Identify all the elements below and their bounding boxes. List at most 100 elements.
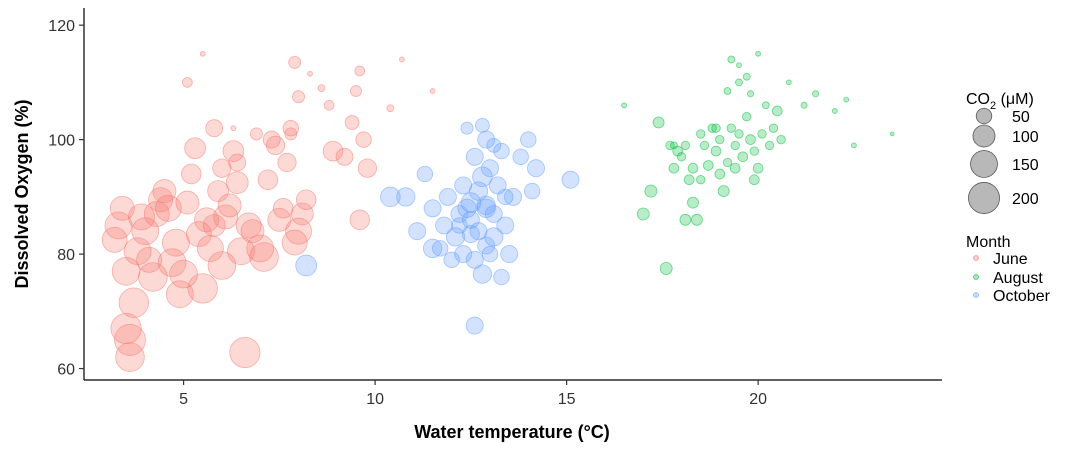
point-june	[228, 153, 247, 172]
color-legend-key-june	[973, 255, 979, 261]
point-october	[461, 225, 480, 244]
size-legend: CO2 (μM) 50 100 150 200	[966, 91, 1039, 214]
color-legend-key-august	[973, 274, 979, 280]
point-october	[438, 187, 457, 206]
point-august	[831, 108, 838, 114]
size-legend-label: 150	[1012, 157, 1039, 174]
point-october	[295, 254, 318, 277]
point-june	[152, 179, 177, 204]
point-june	[288, 55, 302, 69]
point-october	[465, 316, 484, 335]
point-august	[749, 146, 759, 156]
point-june	[429, 88, 436, 94]
point-august	[659, 261, 673, 275]
point-august	[696, 175, 706, 185]
point-june	[323, 99, 335, 111]
color-legend-label-august: August	[993, 270, 1043, 287]
point-august	[748, 174, 760, 186]
point-august	[715, 134, 725, 145]
point-august	[699, 140, 710, 151]
point-june	[205, 119, 224, 138]
point-october	[486, 138, 502, 153]
x-axis-ticks: 5 10 15 20	[179, 380, 767, 408]
point-june	[290, 202, 314, 226]
point-june	[225, 171, 249, 195]
color-legend-key-october	[973, 292, 979, 298]
point-october	[493, 268, 510, 286]
size-legend-label: 200	[1012, 191, 1039, 208]
point-august	[680, 140, 691, 151]
point-october	[484, 205, 503, 223]
color-legend-label-october: October	[993, 288, 1051, 305]
point-august	[711, 123, 721, 133]
point-october	[527, 159, 545, 178]
point-june	[229, 336, 261, 369]
y-tick-label: 60	[57, 362, 75, 379]
point-august	[742, 112, 752, 122]
point-june	[230, 125, 237, 132]
y-axis-title: Dissolved Oxygen (%)	[12, 99, 32, 288]
point-august	[768, 123, 779, 133]
point-june	[335, 147, 354, 166]
point-august	[785, 79, 792, 86]
point-june	[118, 287, 149, 318]
point-october	[408, 222, 427, 241]
point-october	[435, 216, 454, 235]
point-june	[115, 342, 145, 372]
y-axis-ticks: 60 80 100 120	[48, 18, 84, 379]
point-june	[281, 229, 308, 256]
point-august	[644, 184, 658, 198]
point-august	[764, 140, 775, 151]
point-august	[752, 162, 764, 174]
point-august	[722, 157, 733, 168]
point-august	[702, 160, 714, 171]
point-june	[185, 221, 212, 248]
point-october	[477, 236, 496, 255]
point-august	[843, 96, 850, 103]
size-legend-key	[968, 182, 1000, 214]
point-june	[169, 259, 198, 289]
point-june	[184, 137, 206, 160]
point-june	[196, 234, 224, 262]
point-june	[207, 180, 229, 202]
point-august	[636, 207, 650, 221]
y-tick-label: 100	[48, 133, 75, 150]
point-june	[284, 127, 298, 141]
point-october	[457, 198, 477, 218]
point-october	[472, 264, 492, 284]
point-august	[851, 142, 857, 149]
point-october	[496, 216, 515, 235]
point-june	[109, 195, 135, 221]
point-october	[500, 245, 519, 264]
point-august	[761, 101, 770, 110]
color-legend-title: Month	[966, 234, 1010, 251]
point-june	[235, 212, 262, 239]
x-tick-label: 5	[179, 391, 188, 408]
point-august	[727, 55, 736, 64]
point-june	[399, 56, 405, 63]
point-august	[812, 90, 820, 98]
point-june	[386, 104, 395, 113]
point-august	[726, 123, 736, 133]
point-august	[687, 196, 699, 209]
point-august	[668, 162, 680, 174]
point-june	[355, 131, 372, 148]
point-august	[691, 213, 703, 226]
point-august	[679, 213, 692, 226]
point-june	[175, 190, 200, 215]
point-august	[734, 129, 744, 139]
point-october	[460, 192, 482, 213]
size-legend-label: 50	[1012, 109, 1030, 126]
point-august	[742, 72, 751, 81]
size-legend-key	[975, 107, 993, 125]
point-june	[322, 140, 344, 162]
point-october	[423, 199, 442, 218]
point-august	[729, 162, 741, 174]
point-june	[207, 251, 237, 280]
point-october	[461, 210, 480, 229]
point-october	[465, 147, 484, 166]
point-june	[317, 84, 326, 92]
data-points	[101, 50, 895, 372]
x-axis-title: Water temperature (°C)	[414, 422, 610, 442]
